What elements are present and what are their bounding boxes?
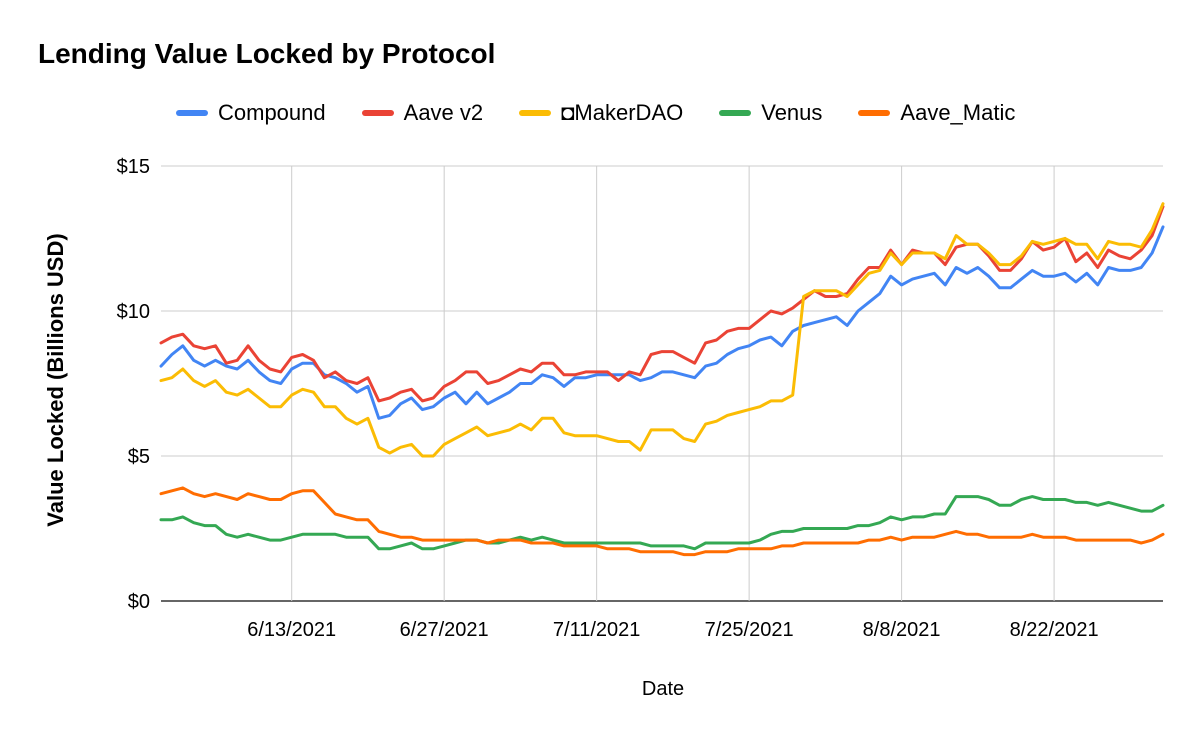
x-tick-label: 8/22/2021	[1010, 619, 1099, 641]
y-tick-label: $15	[117, 156, 150, 178]
legend-label: ◘MakerDAO	[561, 100, 684, 125]
x-axis-label: Date	[641, 678, 685, 700]
x-tick-label: 7/11/2021	[553, 619, 641, 641]
x-tick-label: 7/25/2021	[705, 619, 794, 641]
legend-swatch	[361, 110, 394, 116]
x-tick-label: 8/8/2021	[863, 619, 941, 641]
x-tick-label: 6/27/2021	[400, 619, 489, 641]
series-line-venus	[159, 495, 1165, 551]
legend-swatch	[176, 110, 208, 116]
y-tick-label: $10	[117, 301, 150, 323]
legend-item-makerdao[interactable]: ◘MakerDAO	[519, 100, 683, 126]
chart-legend: Compound Aave v2 ◘MakerDAO Venus Aave_Ma…	[176, 100, 1051, 126]
legend-swatch	[858, 110, 891, 116]
chart-title: Lending Value Locked by Protocol	[38, 38, 496, 69]
legend-item-aave-v2[interactable]: Aave v2	[361, 100, 484, 126]
legend-item-compound[interactable]: Compound	[176, 100, 326, 126]
legend-swatch	[519, 110, 552, 116]
series-line-makerdao	[159, 202, 1165, 458]
legend-label: Aave_Matic	[900, 100, 1016, 125]
x-tick-label: 6/13/2021	[247, 619, 336, 641]
series-line-compound	[159, 225, 1165, 420]
series-line-aave-v2	[159, 205, 1165, 403]
legend-label: Compound	[218, 100, 326, 125]
legend-item-aave-matic[interactable]: Aave_Matic	[858, 100, 1015, 126]
y-tick-label: $5	[128, 446, 150, 468]
legend-item-venus[interactable]: Venus	[719, 100, 822, 126]
legend-swatch	[719, 110, 752, 116]
legend-label: Aave v2	[403, 100, 484, 125]
series-line-aave-matic	[159, 486, 1165, 557]
y-tick-label: $0	[128, 591, 150, 613]
legend-label: Venus	[761, 100, 823, 125]
